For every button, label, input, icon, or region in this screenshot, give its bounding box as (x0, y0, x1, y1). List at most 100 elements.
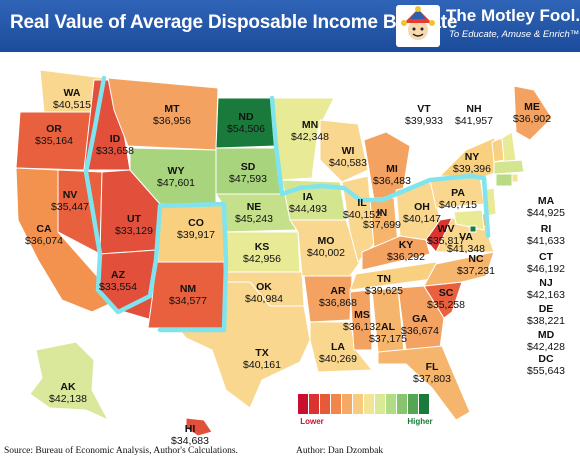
state-label-VT: VT$39,933 (405, 103, 443, 127)
state-value: $36,483 (373, 175, 411, 187)
state-label-IN: IN$37,699 (363, 207, 401, 231)
brand-tagline: To Educate, Amuse & Enrich™ (449, 29, 580, 40)
state-abbr: NY (465, 151, 480, 163)
state-label-CT: CT$46,192 (527, 251, 565, 275)
state-abbr: IN (377, 207, 388, 219)
state-value: $34,577 (169, 295, 207, 307)
state-value: $33,554 (99, 281, 137, 293)
state-abbr: SC (439, 287, 454, 299)
state-label-FL: FL$37,803 (413, 361, 451, 385)
state-value: $40,583 (329, 157, 367, 169)
legend-swatch (408, 394, 418, 414)
state-label-KS: KS$42,956 (243, 241, 281, 265)
state-abbr: NM (180, 283, 197, 295)
state-value: $36,674 (401, 325, 439, 337)
state-value: $36,956 (153, 115, 191, 127)
state-value: $39,625 (365, 285, 403, 297)
state-abbr: AR (330, 285, 346, 297)
state-value: $37,803 (413, 373, 451, 385)
state-label-WI: WI$40,583 (329, 145, 367, 169)
state-value: $36,132 (343, 321, 381, 333)
state-label-WV: WV$35,817 (427, 223, 465, 247)
state-abbr: IA (303, 191, 314, 203)
state-label-IA: IA$44,493 (289, 191, 327, 215)
state-label-OH: OH$40,147 (403, 201, 441, 225)
state-value: $44,493 (289, 203, 327, 215)
state-abbr: TX (255, 347, 268, 359)
legend-swatch (309, 394, 319, 414)
state-label-HI: HI$34,683 (171, 423, 209, 446)
legend-swatch (375, 394, 385, 414)
state-label-NH: NH$41,957 (455, 103, 493, 127)
state-label-DE: DE$38,221 (527, 303, 565, 327)
state-abbr: MO (318, 235, 335, 247)
legend-swatch (353, 394, 363, 414)
state-outline-group (83, 75, 491, 333)
state-AR (303, 275, 353, 323)
state-value: $39,933 (405, 115, 443, 127)
source-note: Source: Bureau of Economic Analysis, Aut… (4, 446, 238, 456)
state-value: $40,161 (243, 359, 281, 371)
state-label-WY: WY$47,601 (157, 165, 195, 189)
state-abbr: OR (46, 123, 62, 135)
state-label-NY: NY$39,396 (453, 151, 491, 175)
state-value: $40,002 (307, 247, 345, 259)
legend-swatch (298, 394, 308, 414)
state-abbr: MA (538, 195, 555, 207)
state-abbr: NJ (539, 277, 553, 289)
state-value: $47,601 (157, 177, 195, 189)
state-value: $36,902 (513, 113, 551, 125)
state-CT (495, 173, 513, 187)
legend-swatch (397, 394, 407, 414)
state-label-GA: GA$36,674 (401, 313, 439, 337)
state-abbr: GA (412, 313, 428, 325)
state-value: $40,515 (53, 99, 91, 111)
state-value: $42,138 (49, 393, 87, 405)
state-label-ID: ID$33,658 (96, 133, 134, 157)
state-value: $40,269 (319, 353, 357, 365)
state-value: $40,147 (403, 213, 441, 225)
state-label-MI: MI$36,483 (373, 163, 411, 187)
state-abbr: WV (438, 223, 455, 235)
legend-low-label: Lower (300, 417, 324, 426)
state-ME (513, 85, 553, 141)
state-label-MD: MD$42,428 (527, 329, 565, 353)
state-value: $33,658 (96, 145, 134, 157)
state-value: $42,956 (243, 253, 281, 265)
state-abbr: VA (459, 231, 473, 243)
jester-hat-logo-icon (396, 5, 440, 47)
state-HI (185, 417, 213, 437)
state-value: $36,292 (387, 251, 425, 263)
state-label-AR: AR$36,868 (319, 285, 357, 309)
state-abbr: IL (357, 197, 367, 209)
state-value: $42,428 (527, 341, 565, 353)
state-value: $33,129 (115, 225, 153, 237)
state-abbr: LA (331, 341, 345, 353)
state-value: $55,643 (527, 365, 565, 377)
state-abbr: FL (426, 361, 439, 373)
legend-swatch (331, 394, 341, 414)
state-DC (469, 225, 477, 233)
state-label-MS: MS$36,132 (343, 309, 381, 333)
state-NC (423, 251, 495, 287)
state-RI (511, 173, 519, 183)
state-abbr: SD (241, 161, 256, 173)
state-label-NM: NM$34,577 (169, 283, 207, 307)
state-value: $36,868 (319, 297, 357, 309)
state-MS (349, 289, 373, 351)
state-abbr: AK (60, 381, 76, 393)
state-label-MN: MN$42,348 (291, 119, 329, 143)
legend-swatch (342, 394, 352, 414)
legend-swatch (364, 394, 374, 414)
header-banner: Real Value of Average Disposable Income … (0, 0, 580, 52)
midwest-outline-path (269, 95, 491, 239)
state-value: $35,447 (51, 201, 89, 213)
state-label-AK: AK$42,138 (49, 381, 87, 405)
state-value: $35,164 (35, 135, 73, 147)
state-abbr: ND (238, 111, 254, 123)
state-MI (363, 131, 411, 201)
state-value: $54,506 (227, 123, 265, 135)
page-title: Real Value of Average Disposable Income … (10, 12, 458, 33)
state-abbr: DE (539, 303, 554, 315)
state-label-CA: CA$36,074 (25, 223, 63, 247)
